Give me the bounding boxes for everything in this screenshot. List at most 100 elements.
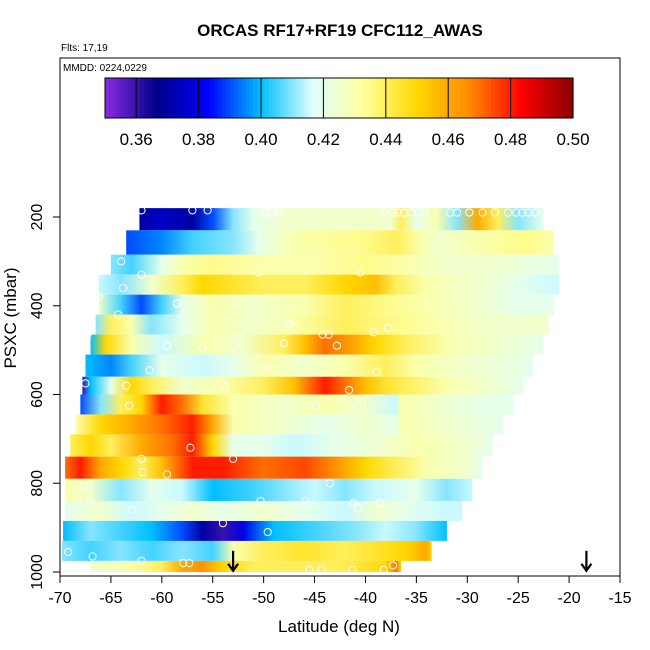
colorbar-segment <box>436 78 441 118</box>
data-point <box>388 561 398 570</box>
colorbar-segment <box>335 78 340 118</box>
x-tick-label: -70 <box>48 590 71 607</box>
colorbar-segment <box>300 78 305 118</box>
colorbar-segment <box>378 78 383 118</box>
colorbar-segment <box>257 78 262 118</box>
heatmap-band <box>95 314 549 335</box>
data-point <box>452 208 462 217</box>
data-point <box>254 268 263 277</box>
colorbar-segment <box>194 78 200 118</box>
colorbar-segment <box>159 78 165 118</box>
colorbar-segment <box>491 78 496 118</box>
colorbar-segment <box>405 78 410 118</box>
data-point <box>137 454 146 463</box>
colorbar-segment <box>487 78 492 118</box>
data-point <box>188 206 197 215</box>
data-point <box>185 559 194 568</box>
colorbar-segment <box>261 78 266 118</box>
heatmap-band <box>80 394 514 415</box>
colorbar-segment <box>155 78 161 118</box>
colorbar-segment <box>346 78 352 118</box>
heatmap-band <box>63 520 447 541</box>
data-point <box>138 468 147 477</box>
colorbar-segment <box>370 78 375 118</box>
heatmap-band <box>65 501 463 521</box>
x-tick-label: -55 <box>201 590 224 607</box>
data-point <box>379 208 388 217</box>
colorbar-tick-label: 0.40 <box>244 130 277 149</box>
colorbar-segment <box>366 78 371 118</box>
colorbar-segment <box>393 78 399 118</box>
data-point <box>198 343 207 353</box>
colorbar-segment <box>327 78 332 118</box>
data-point <box>83 330 92 339</box>
y-axis: 200 400 600 800 1000 <box>29 204 60 590</box>
data-point <box>113 310 123 319</box>
data-point <box>276 208 286 217</box>
plot-frame <box>59 57 621 577</box>
colorbar-segment <box>389 78 395 118</box>
colorbar-segment <box>175 78 180 118</box>
colorbar-segment <box>549 78 555 118</box>
heatmap-band <box>65 456 483 479</box>
data-point <box>79 481 88 490</box>
data-point <box>503 208 513 217</box>
colorbar-segment <box>413 78 418 118</box>
heatmap-band <box>90 334 544 355</box>
colorbar-segment <box>108 78 114 118</box>
data-point <box>348 565 357 574</box>
colorbar-segment <box>237 78 243 118</box>
data-point <box>414 208 423 217</box>
data-point <box>86 496 95 506</box>
data-point <box>383 323 392 333</box>
data-point <box>128 505 137 514</box>
colorbar-tick-label: 0.38 <box>182 130 215 149</box>
data-point <box>162 341 172 350</box>
data-point <box>345 385 354 395</box>
colorbar-segment <box>456 78 461 118</box>
colorbar-segment <box>186 78 192 118</box>
colorbar-segment <box>136 78 141 118</box>
colorbar-segment <box>463 78 469 118</box>
colorbar-segment <box>171 78 176 118</box>
colorbar-segment <box>292 78 297 118</box>
x-tick-label: -35 <box>405 590 428 607</box>
data-point <box>137 556 146 566</box>
data-point <box>228 454 238 463</box>
heatmap-band <box>82 376 524 395</box>
colorbar-segment <box>241 78 246 118</box>
colorbar-segment <box>272 78 278 118</box>
y-tick-label: 800 <box>29 470 46 497</box>
colorbar-segment <box>307 78 313 118</box>
data-point <box>420 208 429 217</box>
colorbar-segment <box>339 78 344 118</box>
data-point <box>318 330 327 339</box>
heatmap-band <box>70 434 493 457</box>
data-point <box>372 368 381 377</box>
colorbar-segment <box>557 78 562 118</box>
x-tick-label: -40 <box>354 590 377 607</box>
colorbar-segment <box>147 78 153 118</box>
data-point <box>349 499 358 508</box>
colorbar-segment <box>526 78 531 118</box>
data-point <box>284 319 294 328</box>
y-tick-label: 400 <box>29 292 46 319</box>
plot-area <box>62 208 559 572</box>
colorbar-segment <box>225 78 231 118</box>
colorbar-segment <box>233 78 239 118</box>
colorbar-segment <box>417 78 422 118</box>
colorbar-segment <box>510 78 516 118</box>
colorbar-segment <box>424 78 430 118</box>
colorbar-segment <box>319 78 324 118</box>
data-point <box>172 299 182 308</box>
data-point <box>116 257 126 266</box>
heatmap-band <box>65 478 473 501</box>
colorbar-segment <box>249 78 254 118</box>
data-point <box>256 496 265 506</box>
colorbar-segment <box>561 78 566 118</box>
x-tick-label: -65 <box>99 590 122 607</box>
data-point <box>465 208 474 217</box>
data-point <box>220 381 230 390</box>
colorbar-segment <box>483 78 488 118</box>
data-point <box>279 339 289 348</box>
